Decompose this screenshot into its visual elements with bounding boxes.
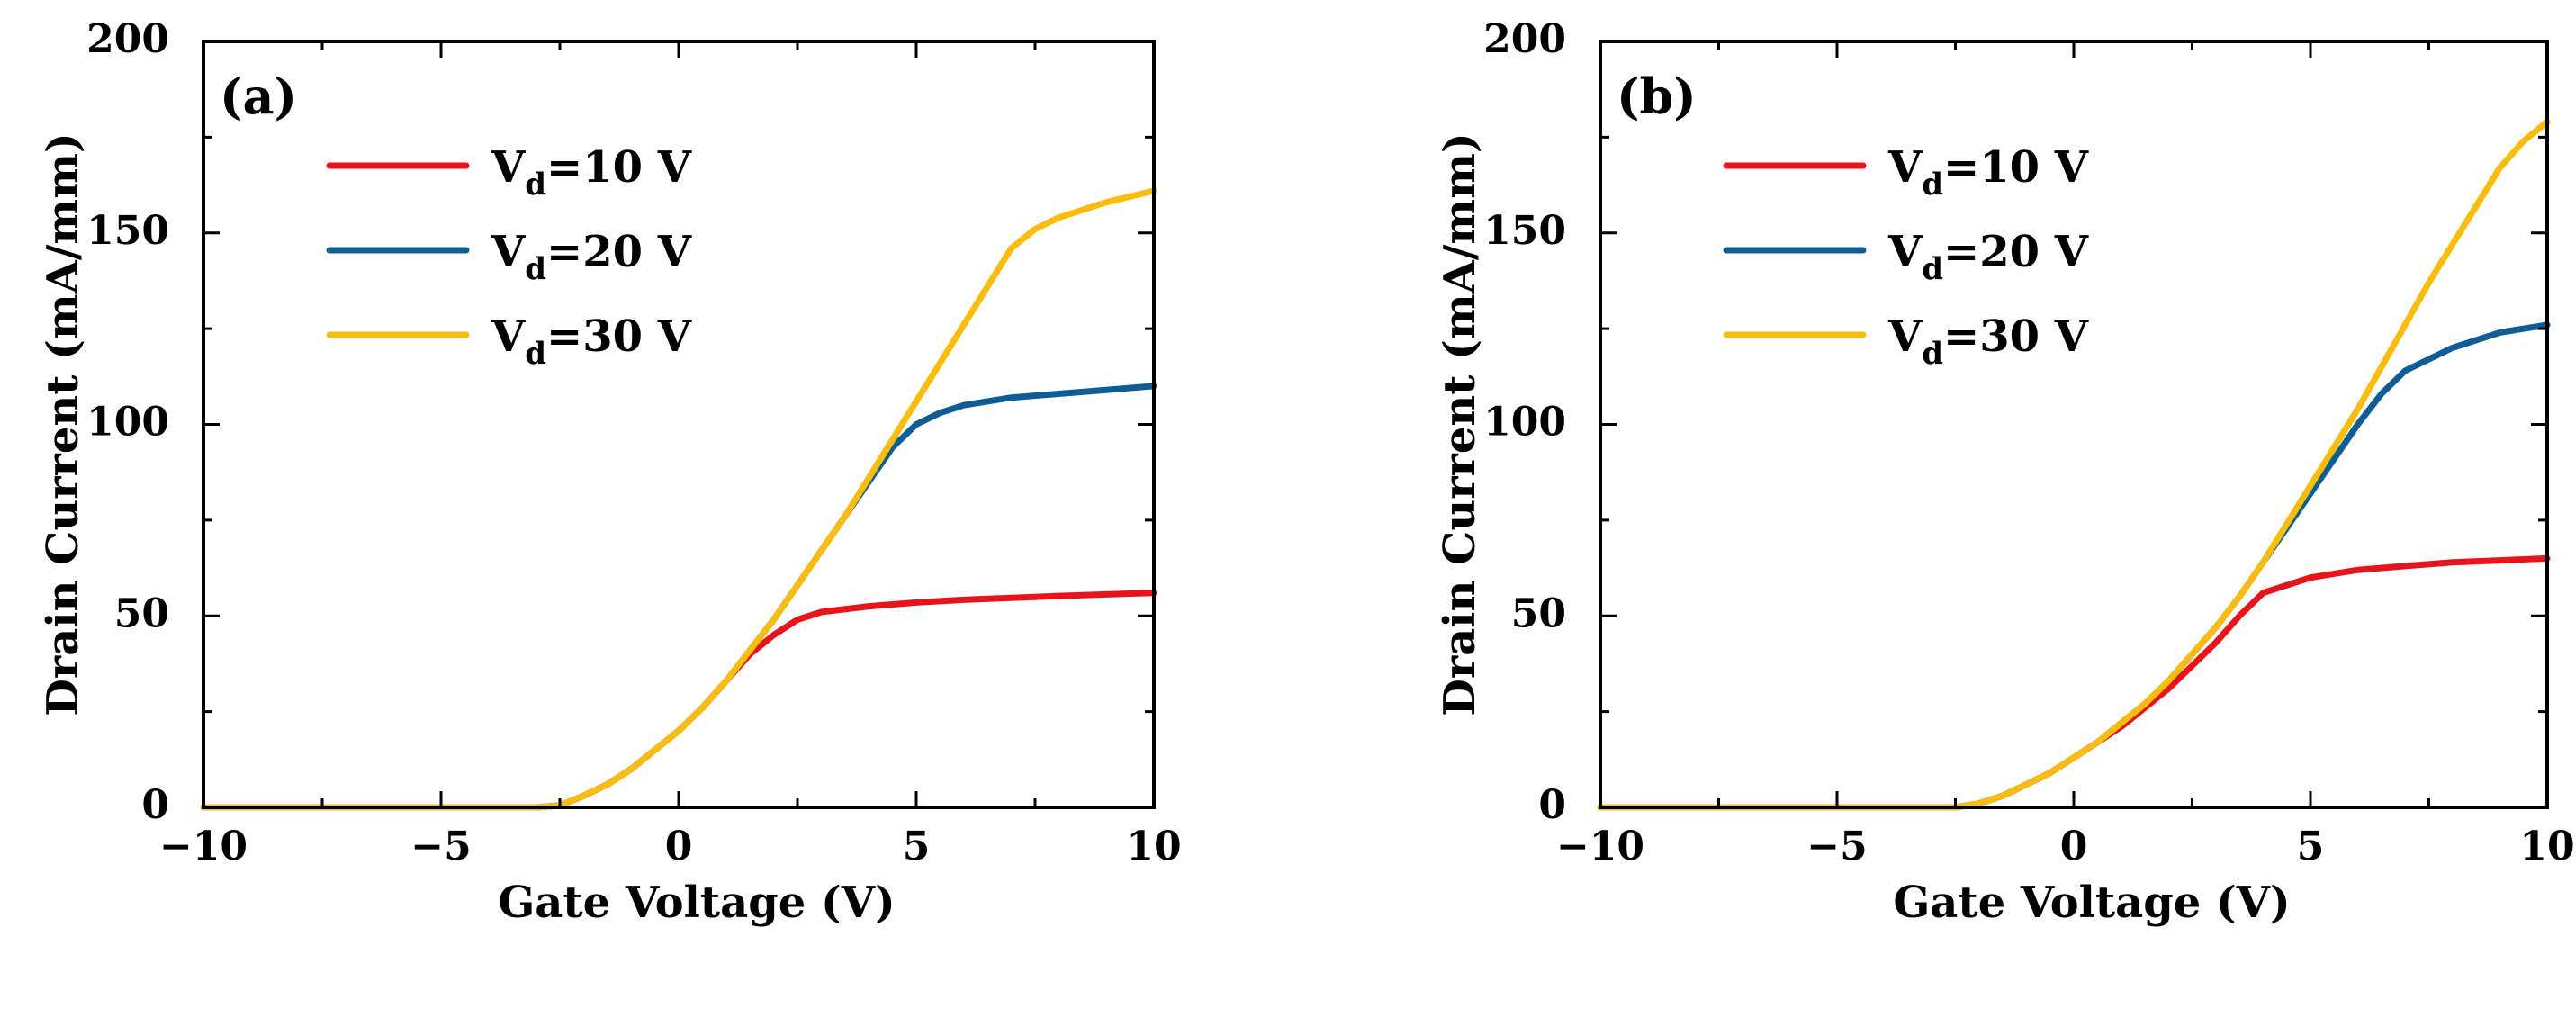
legend-label-rest: =30 V (1943, 311, 2089, 362)
legend-label: Vd=30 V (491, 311, 692, 372)
x-tick-label: 10 (2519, 824, 2574, 869)
series-line-3 (1597, 118, 2551, 811)
series-line-1 (1597, 554, 2551, 811)
legend-label-rest: =30 V (546, 311, 692, 362)
legend-label: Vd=10 V (1887, 142, 2089, 203)
x-tick-label: −5 (1806, 824, 1867, 869)
panel-label: (b) (1617, 68, 1697, 125)
legend-label: Vd=10 V (491, 142, 692, 203)
legend-label-main: V (1887, 227, 1923, 277)
x-tick-label: 0 (665, 824, 693, 869)
y-tick-label: 150 (1483, 208, 1566, 254)
y-tick-label: 200 (1483, 16, 1566, 62)
y-tick-label: 100 (1483, 400, 1566, 446)
legend-label-subscript: d (525, 167, 546, 203)
x-tick-label: 5 (2297, 824, 2325, 869)
legend-label-main: V (1887, 142, 1923, 193)
legend-label: Vd=20 V (1887, 227, 2089, 287)
legend-label-main: V (491, 227, 526, 277)
panel-label: (a) (220, 68, 297, 125)
legend-label: Vd=20 V (491, 227, 692, 287)
y-tick-label: 50 (114, 590, 169, 636)
y-tick-label: 150 (86, 208, 169, 254)
legend-label-rest: =20 V (1943, 227, 2089, 277)
legend-label-subscript: d (1922, 336, 1943, 372)
y-tick-label: 0 (1538, 782, 1566, 828)
x-tick-label: −10 (159, 824, 248, 869)
x-tick-label: 0 (2060, 824, 2088, 869)
x-axis-title: Gate Voltage (V) (498, 878, 895, 928)
legend-label-main: V (491, 311, 526, 362)
legend-label-main: V (1887, 311, 1923, 362)
y-tick-label: 0 (141, 782, 169, 828)
legend-label-subscript: d (1922, 167, 1943, 203)
legend-label-rest: =10 V (546, 142, 692, 193)
legend-label-subscript: d (525, 336, 546, 372)
y-tick-label: 200 (86, 16, 169, 62)
y-axis-title: Drain Current (mA/mm) (1435, 132, 1485, 716)
legend-label-main: V (491, 142, 526, 193)
y-axis-title: Drain Current (mA/mm) (38, 132, 88, 716)
x-axis-title: Gate Voltage (V) (1893, 878, 2290, 928)
series-line-1 (200, 590, 1157, 811)
x-tick-label: 10 (1126, 824, 1181, 869)
x-tick-label: −5 (410, 824, 471, 869)
legend-label-subscript: d (1922, 251, 1943, 287)
legend-label-rest: =20 V (546, 227, 692, 277)
series-line-3 (200, 187, 1157, 811)
legend-label-subscript: d (525, 251, 546, 287)
legend-label-rest: =10 V (1943, 142, 2089, 193)
y-tick-label: 100 (86, 400, 169, 446)
y-tick-label: 50 (1511, 590, 1566, 636)
x-tick-label: −10 (1556, 824, 1644, 869)
x-tick-label: 5 (903, 824, 931, 869)
legend-label: Vd=30 V (1887, 311, 2089, 372)
